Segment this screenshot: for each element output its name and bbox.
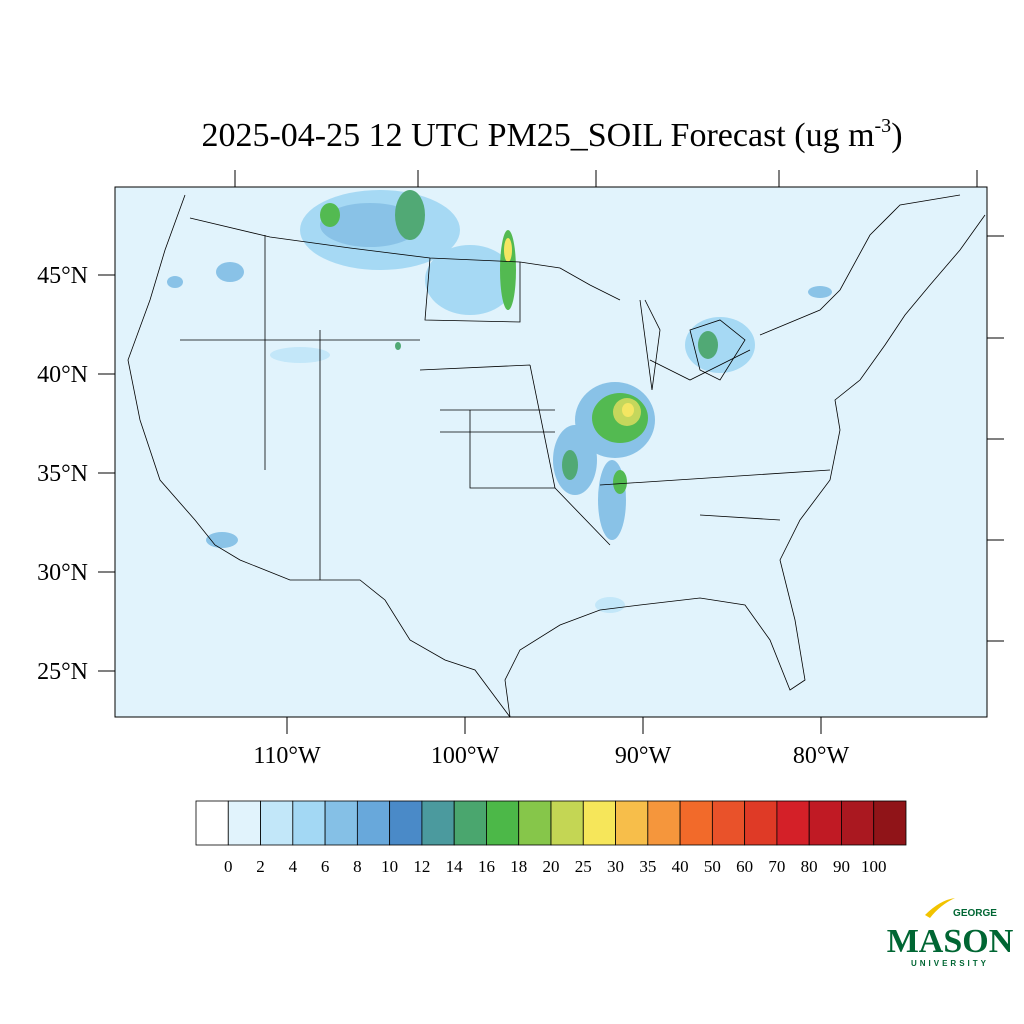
lat-label: 30°N	[37, 560, 88, 586]
colorbar-label: 60	[736, 857, 753, 876]
colorbar-box	[679, 800, 713, 846]
lat-label: 45°N	[37, 263, 88, 289]
colorbar-box	[615, 800, 649, 846]
colorbar-box	[324, 800, 358, 846]
colorbar-label: 8	[353, 857, 362, 876]
map-frame	[114, 186, 988, 718]
colorbar: 0 2 4 6 8 10 12 14 16 18 20 25 30 35 40 50 60 70 80 90 100	[195, 800, 907, 876]
logo-main: MASON	[887, 923, 1014, 960]
colorbar-box	[227, 800, 261, 846]
lat-label: 40°N	[37, 362, 88, 388]
logo-top: GEORGE	[953, 908, 997, 919]
colorbar-box	[744, 800, 778, 846]
colorbar-label: 70	[768, 857, 785, 876]
colorbar-label: 10	[381, 857, 398, 876]
map-background	[115, 187, 987, 717]
colorbar-box	[292, 800, 326, 846]
colorbar-box	[647, 800, 681, 846]
colorbar-box	[776, 800, 810, 846]
colorbar-label: 40	[672, 857, 689, 876]
colorbar-box	[260, 800, 294, 846]
colorbar-label: 25	[575, 857, 592, 876]
title: 2025-04-25 12 UTC PM25_SOIL Forecast (ug…	[201, 115, 902, 154]
colorbar-box	[873, 800, 907, 846]
logo-bottom: UNIVERSITY	[911, 959, 989, 968]
colorbar-box	[711, 800, 746, 846]
colorbar-label: 100	[861, 857, 887, 876]
colorbar-box	[453, 800, 487, 846]
coastlines-borders	[127, 194, 986, 717]
colorbar-label: 0	[224, 857, 233, 876]
lon-label: 100°W	[431, 743, 500, 769]
colorbar-label: 14	[446, 857, 464, 876]
colorbar-box	[486, 800, 520, 846]
colorbar-box	[582, 800, 616, 846]
colorbar-box	[421, 800, 455, 846]
colorbar-box	[550, 800, 584, 846]
lon-label: 80°W	[793, 743, 850, 769]
concentration-shading	[167, 190, 832, 613]
logo: GEORGE MASON UNIVERSITY	[887, 898, 1014, 968]
colorbar-label: 80	[801, 857, 818, 876]
map-area	[115, 187, 987, 717]
lon-label: 110°W	[253, 743, 321, 769]
colorbar-label: 16	[478, 857, 495, 876]
colorbar-box	[356, 800, 391, 846]
axis-labels: 45°N 40°N 35°N 30°N 25°N 110°W 100°W 90°W 80°W	[37, 263, 849, 769]
lon-label: 90°W	[615, 743, 672, 769]
colorbar-box	[389, 800, 423, 846]
title-end: )	[891, 117, 902, 154]
title-main: 2025-04-25 12 UTC PM25_SOIL Forecast (ug…	[201, 117, 874, 154]
colorbar-box	[841, 800, 875, 846]
colorbar-label: 30	[607, 857, 624, 876]
colorbar-box	[195, 800, 229, 846]
colorbar-label: 2	[256, 857, 265, 876]
colorbar-label: 18	[510, 857, 527, 876]
colorbar-label: 6	[321, 857, 330, 876]
colorbar-label: 50	[704, 857, 721, 876]
title-superscript: -3	[875, 115, 892, 137]
frame-ticks	[234, 170, 1004, 642]
lat-label: 35°N	[37, 461, 88, 487]
colorbar-label: 4	[289, 857, 298, 876]
colorbar-label: 35	[639, 857, 656, 876]
colorbar-box	[518, 800, 552, 846]
colorbar-label: 12	[413, 857, 430, 876]
colorbar-label: 20	[543, 857, 560, 876]
lat-label: 25°N	[37, 659, 88, 685]
colorbar-label: 90	[833, 857, 850, 876]
colorbar-box	[808, 800, 842, 846]
